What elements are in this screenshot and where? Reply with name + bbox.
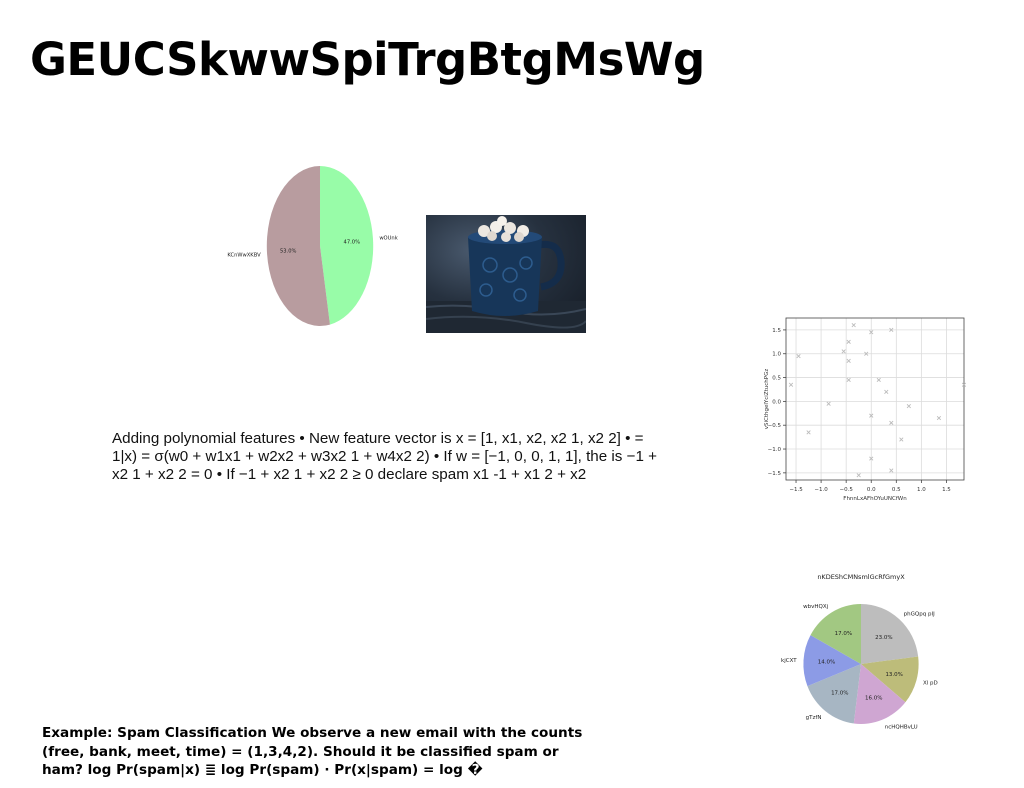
pie-category-label: gTzfN	[806, 715, 822, 721]
scatter-point	[826, 401, 831, 406]
scatter-point	[806, 430, 811, 435]
pie-value-label: 17.0%	[831, 690, 848, 696]
scatter-point	[841, 349, 846, 354]
pie-category-label: phGQpq pIJ	[904, 612, 935, 618]
x-tick-label: −1.0	[814, 487, 828, 493]
pie-category-label: Xl pD	[923, 681, 938, 687]
scatter-point	[869, 413, 874, 418]
pie-slice	[807, 664, 861, 724]
y-tick-label: 1.5	[772, 328, 781, 334]
pie-slice	[803, 635, 861, 687]
scatter-point	[846, 339, 851, 344]
scatter-chart: −1.5 −1.0 −0.5 0.0 0.5 1.0 1.5 −1.5 −1.0 −0.5 0.0 0…	[764, 317, 967, 502]
pie-slice	[266, 166, 330, 326]
plot-frame	[785, 317, 965, 481]
y-tick-label: 1.0	[772, 352, 781, 358]
scatter-point	[936, 415, 942, 421]
mug-photo	[426, 215, 586, 333]
scatter-point	[864, 351, 869, 356]
pie-category-label: ncHQHBvLU	[885, 724, 918, 730]
pie-chart-2: nKDEShCMNsmlGcRfGmyX 23.0% phGQpq pIJ 13.0%…	[781, 573, 938, 730]
x-tick-label: 1.5	[942, 487, 951, 493]
pie-value-label: 53.0%	[280, 249, 297, 255]
y-tick-label: 0.5	[772, 376, 781, 382]
scatter-point	[899, 437, 904, 442]
pie-value-label: 47.0%	[344, 239, 361, 245]
scatter-point	[876, 377, 881, 383]
pie-value-label: 13.0%	[885, 672, 902, 678]
pie-value-label: 17.0%	[835, 631, 852, 637]
scatter-point	[869, 330, 874, 335]
y-tick-label: −0.5	[768, 423, 782, 429]
x-tick-label: 1.0	[917, 487, 926, 493]
pie-slice	[853, 664, 906, 724]
pie-value-label: 16.0%	[865, 695, 882, 701]
x-axis-label: FhnnLxAFhOYuUNCfWn	[843, 496, 907, 502]
scatter-point	[796, 353, 801, 359]
pie-category-label: KCnWwXKBV	[227, 252, 261, 258]
pie-slice	[861, 604, 919, 664]
y-tick-label: 0.0	[772, 399, 781, 405]
scatter-point	[846, 377, 851, 383]
scatter-point	[906, 404, 911, 409]
scatter-point	[851, 323, 856, 328]
chart-title: nKDEShCMNsmlGcRfGmyX	[817, 573, 905, 581]
pie-slice	[861, 656, 919, 703]
scatter-point	[788, 382, 794, 387]
y-axis-label: vSiCthgelYciZtuchPGz	[764, 369, 770, 430]
pie-category-label: wbvHQXj	[803, 604, 828, 610]
scatter-point	[889, 468, 894, 473]
body-paragraph: Adding polynomial features • New feature…	[112, 430, 657, 483]
pie-value-label: 14.0%	[818, 660, 835, 666]
x-tick-label: −1.5	[789, 487, 803, 493]
scatter-point	[884, 389, 889, 394]
scatter-point	[889, 327, 894, 333]
scatter-point	[961, 382, 967, 387]
x-tick-label: 0.5	[892, 487, 901, 493]
scatter-point	[846, 358, 851, 364]
scatter-point	[869, 456, 874, 461]
pie-category-label: kjCXT	[781, 658, 797, 664]
page-title: GEUCSkwwSpiTrgBtgMsWg	[30, 33, 705, 86]
x-tick-label: 0.0	[867, 487, 876, 493]
y-tick-label: −1.5	[768, 471, 782, 477]
pie-slice	[810, 604, 861, 664]
pie-value-label: 23.0%	[875, 635, 892, 641]
pie-category-label: wOUnk	[379, 236, 397, 242]
pie-slice	[320, 166, 374, 325]
scatter-point	[889, 420, 894, 425]
pie-chart-1: 47.0% wOUnk 53.0% KCnWwXKBV	[227, 166, 398, 326]
y-tick-label: −1.0	[768, 447, 782, 453]
x-tick-label: −0.5	[839, 487, 853, 493]
scatter-point	[856, 473, 861, 478]
example-text: Example: Spam Classification We observe …	[42, 725, 583, 778]
